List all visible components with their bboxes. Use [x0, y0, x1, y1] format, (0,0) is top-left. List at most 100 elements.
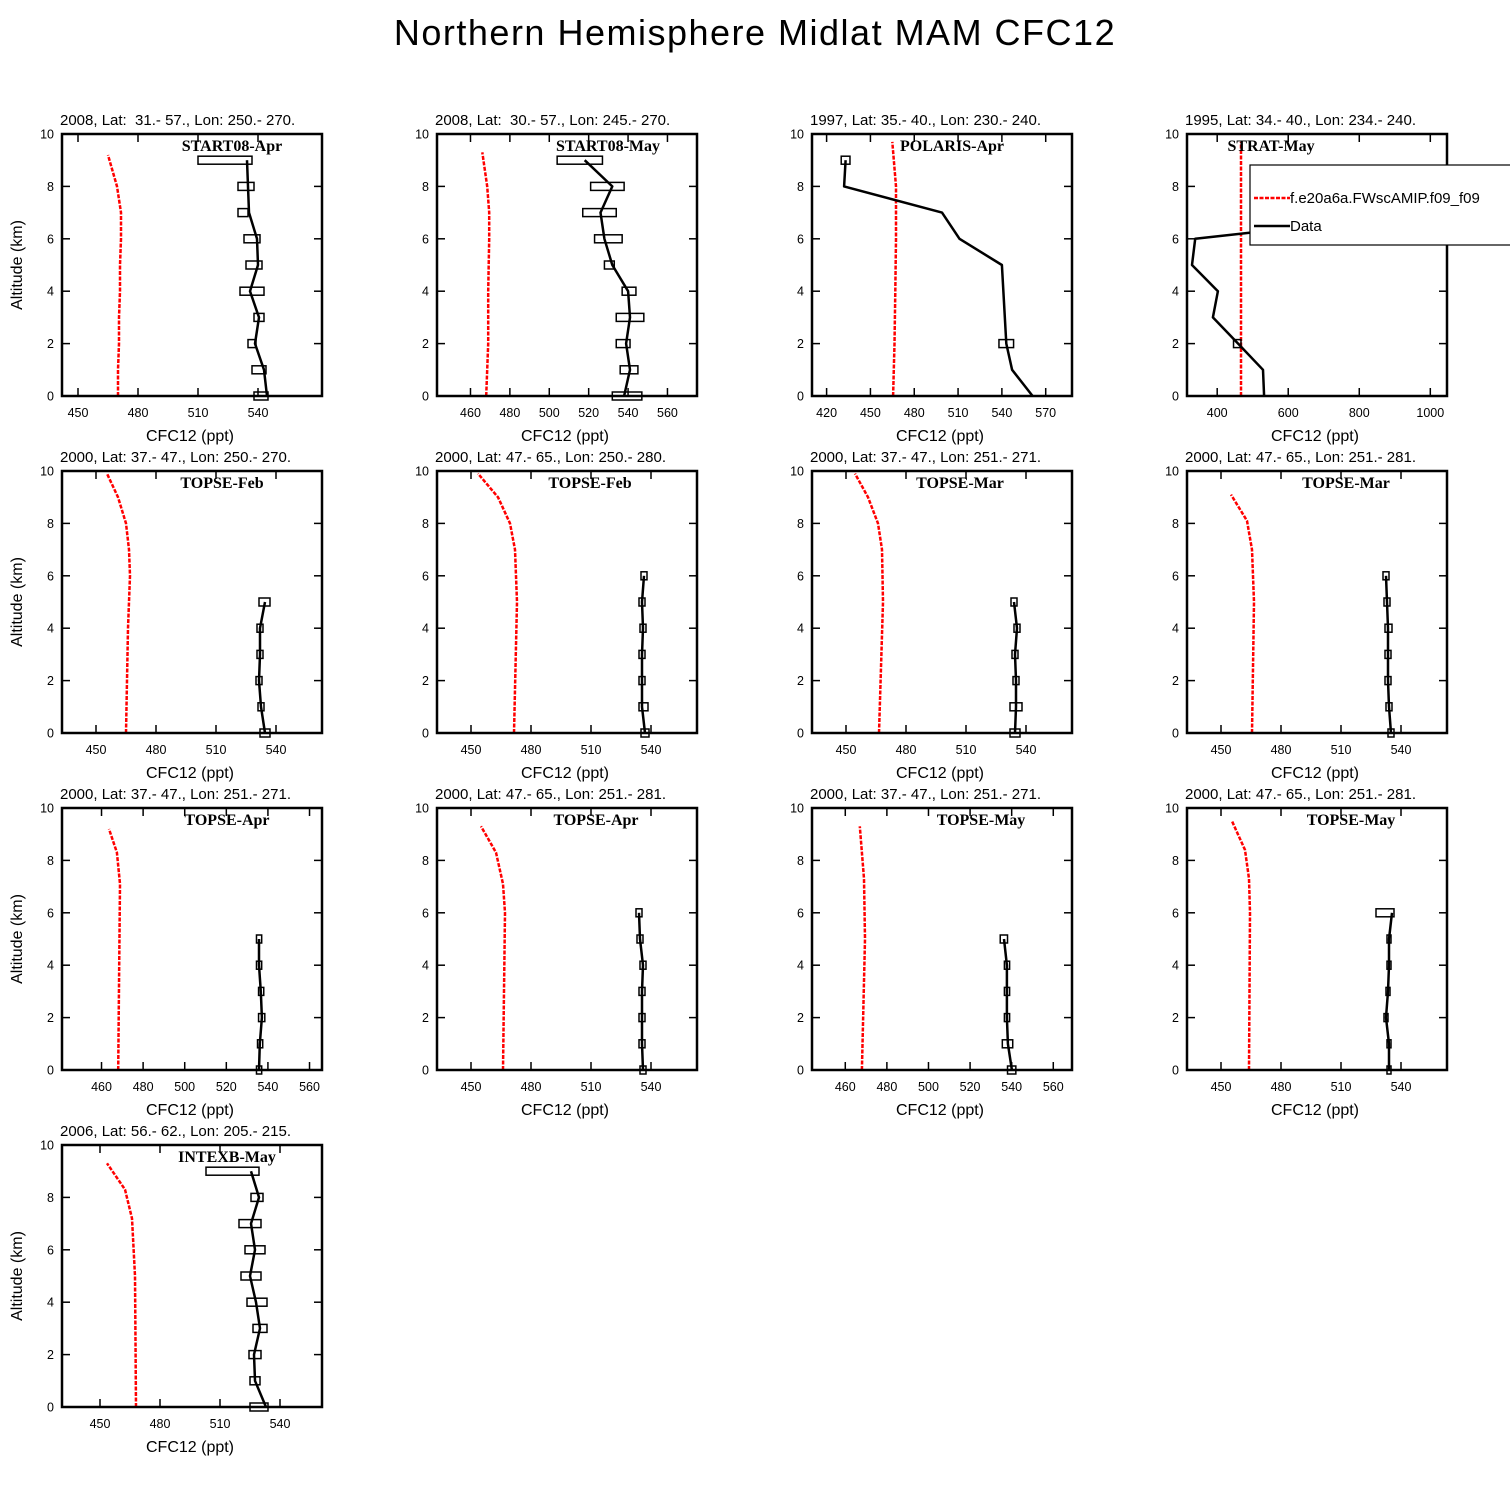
plot-frame [1185, 806, 1449, 1072]
x-tick-label: 500 [539, 406, 560, 420]
y-tick-label: 6 [422, 906, 429, 920]
x-tick-label: 450 [1211, 743, 1232, 757]
model-line [1229, 493, 1256, 734]
data-line [257, 939, 264, 1071]
x-tick-label: 520 [578, 406, 599, 420]
x-tick-label: 460 [91, 1080, 112, 1094]
y-tick-label: 0 [47, 727, 54, 741]
y-tick-label: 8 [47, 180, 54, 194]
model-line [477, 472, 519, 734]
panel-header: 2008, Lat: 30.- 57., Lon: 245.- 270. [435, 112, 670, 129]
model-line [1230, 820, 1252, 1071]
panel-label: STRAT-May [1227, 138, 1314, 155]
panel-header: 2000, Lat: 37.- 47., Lon: 251.- 271. [810, 449, 1041, 466]
panel: 2000, Lat: 37.- 47., Lon: 251.- 271. 450 4… [790, 449, 1074, 782]
data-line [583, 159, 632, 397]
x-tick-label: 800 [1349, 406, 1370, 420]
x-axis-label: CFC12 (ppt) [521, 1102, 609, 1119]
x-axis-label: CFC12 (ppt) [146, 1439, 234, 1456]
y-tick-label: 4 [1172, 285, 1179, 299]
panel: 2000, Lat: 37.- 47., Lon: 251.- 271.460 4… [790, 786, 1074, 1119]
plot-frame [1185, 469, 1449, 735]
x-tick-label: 510 [188, 406, 209, 420]
x-tick-label: 460 [460, 406, 481, 420]
panel-label: INTEXB-May [178, 1149, 276, 1166]
y-tick-label: 6 [1172, 569, 1179, 583]
y-tick-label: 8 [1172, 854, 1179, 868]
x-tick-label: 1000 [1416, 406, 1444, 420]
plot-frame [435, 806, 699, 1072]
plot-frame [810, 469, 1074, 735]
y-tick-label: 6 [47, 232, 54, 246]
y-axis-label: Altitude (km) [9, 1231, 26, 1321]
x-tick-label: 520 [216, 1080, 237, 1094]
y-tick-label: 2 [47, 1011, 54, 1025]
y-tick-label: 0 [47, 1064, 54, 1078]
x-tick-label: 480 [146, 743, 167, 757]
x-tick-label: 540 [991, 406, 1012, 420]
y-tick-label: 10 [415, 128, 429, 142]
y-tick-label: 0 [47, 1401, 54, 1415]
model-line [858, 826, 867, 1071]
x-tick-label: 540 [641, 1080, 662, 1094]
data-line [1190, 211, 1431, 397]
range-box [237, 181, 255, 192]
x-tick-label: 540 [248, 406, 269, 420]
panel: 1995, Lat: 34.- 40., Lon: 234.- 240. 400 6… [1165, 112, 1510, 445]
x-axis-label: CFC12 (ppt) [896, 428, 984, 445]
y-tick-label: 2 [47, 674, 54, 688]
x-tick-label: 540 [270, 1417, 291, 1431]
data-line [257, 601, 267, 734]
panel-label: POLARIS-Apr [900, 138, 1004, 155]
x-tick-label: 510 [956, 743, 977, 757]
y-tick-label: 6 [47, 1243, 54, 1257]
y-tick-label: 4 [797, 622, 804, 636]
y-tick-label: 10 [790, 802, 804, 816]
x-tick-label: 510 [948, 406, 969, 420]
y-tick-label: 8 [422, 180, 429, 194]
model-line [479, 825, 507, 1071]
panel-label: TOPSE-May [937, 812, 1026, 829]
panel-label: START08-Apr [182, 138, 282, 155]
model-line [853, 472, 885, 734]
x-tick-label: 510 [210, 1417, 231, 1431]
x-tick-label: 480 [128, 406, 149, 420]
y-tick-label: 4 [1172, 959, 1179, 973]
y-tick-label: 4 [422, 285, 429, 299]
panel: 2000, Lat: 47.- 65., Lon: 250.- 280. 450 4… [415, 449, 699, 782]
y-tick-label: 2 [47, 337, 54, 351]
range-box [582, 207, 617, 218]
panel-header: 2008, Lat: 31.- 57., Lon: 250.- 270. [60, 112, 295, 129]
panel-header: 2000, Lat: 47.- 65., Lon: 251.- 281. [435, 786, 666, 803]
panel-label: TOPSE-Feb [180, 475, 263, 492]
range-box [603, 260, 616, 270]
y-tick-label: 8 [422, 854, 429, 868]
data-line [1384, 575, 1393, 734]
y-tick-label: 10 [40, 802, 54, 816]
x-axis-label: CFC12 (ppt) [521, 428, 609, 445]
range-box [1232, 338, 1242, 349]
plot-frame [60, 806, 324, 1072]
model-line [481, 152, 491, 397]
panel: 2006, Lat: 56.- 62., Lon: 205.- 215. 450 4… [9, 1123, 324, 1456]
x-tick-label: 450 [68, 406, 89, 420]
x-axis-label: CFC12 (ppt) [896, 765, 984, 782]
data-line [640, 575, 647, 734]
x-tick-label: 570 [1035, 406, 1056, 420]
plot-frame [1185, 132, 1449, 398]
y-tick-label: 4 [47, 959, 54, 973]
x-tick-label: 450 [461, 1080, 482, 1094]
panel: 2000, Lat: 37.- 47., Lon: 251.- 271.460 4… [9, 786, 324, 1119]
y-axis-label: Altitude (km) [9, 557, 26, 647]
model-line [105, 473, 132, 734]
x-tick-label: 500 [174, 1080, 195, 1094]
x-tick-label: 500 [918, 1080, 939, 1094]
panel-label: TOPSE-Mar [1302, 475, 1390, 492]
y-tick-label: 2 [422, 1011, 429, 1025]
x-axis-label: CFC12 (ppt) [1271, 1102, 1359, 1119]
panel-label: TOPSE-May [1307, 812, 1396, 829]
y-tick-label: 8 [47, 517, 54, 531]
panel-header: 2000, Lat: 47.- 65., Lon: 250.- 280. [435, 449, 666, 466]
panel-header: 2000, Lat: 37.- 47., Lon: 251.- 271. [810, 786, 1041, 803]
panel: 2000, Lat: 47.- 65., Lon: 251.- 281. 450 4… [1165, 449, 1449, 782]
